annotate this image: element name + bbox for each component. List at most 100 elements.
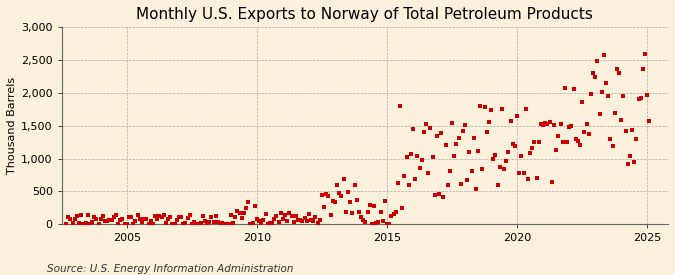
- Point: [379, 199, 390, 204]
- Point: [204, 220, 215, 224]
- Point: [612, 67, 622, 71]
- Point: [299, 216, 310, 220]
- Point: [508, 142, 518, 146]
- Point: [529, 139, 540, 144]
- Point: [227, 220, 238, 225]
- Point: [150, 214, 161, 219]
- Point: [583, 132, 594, 137]
- Point: [544, 120, 555, 124]
- Point: [243, 200, 254, 204]
- Point: [95, 217, 106, 221]
- Point: [191, 221, 202, 226]
- Point: [122, 221, 132, 226]
- Point: [273, 219, 284, 224]
- Point: [384, 222, 395, 226]
- Point: [163, 217, 173, 221]
- Point: [161, 221, 171, 226]
- Point: [336, 194, 347, 199]
- Point: [219, 222, 230, 226]
- Point: [616, 117, 626, 122]
- Point: [245, 222, 256, 226]
- Point: [603, 94, 614, 98]
- Point: [520, 106, 531, 111]
- Point: [462, 178, 472, 182]
- Point: [93, 222, 104, 226]
- Point: [308, 219, 319, 223]
- Point: [188, 220, 199, 225]
- Point: [576, 100, 587, 104]
- Point: [447, 120, 458, 125]
- Point: [533, 140, 544, 145]
- Point: [377, 219, 388, 223]
- Point: [579, 130, 590, 134]
- Point: [438, 195, 449, 200]
- Point: [516, 153, 527, 158]
- Point: [588, 71, 599, 75]
- Point: [141, 217, 152, 221]
- Point: [640, 52, 651, 56]
- Point: [558, 140, 568, 144]
- Point: [427, 155, 438, 159]
- Point: [211, 214, 221, 218]
- Point: [193, 221, 204, 226]
- Point: [238, 211, 249, 215]
- Point: [225, 213, 236, 217]
- Point: [547, 180, 558, 184]
- Point: [154, 214, 165, 219]
- Point: [241, 206, 252, 211]
- Point: [134, 217, 145, 221]
- Point: [624, 154, 635, 158]
- Point: [364, 203, 375, 208]
- Point: [293, 218, 304, 223]
- Point: [232, 209, 243, 213]
- Point: [80, 221, 91, 226]
- Point: [117, 217, 128, 221]
- Point: [414, 165, 425, 170]
- Point: [74, 221, 84, 225]
- Point: [271, 214, 282, 219]
- Point: [104, 218, 115, 222]
- Point: [373, 219, 384, 224]
- Point: [358, 218, 369, 223]
- Point: [574, 142, 585, 147]
- Point: [136, 220, 147, 225]
- Point: [431, 133, 442, 138]
- Point: [147, 222, 158, 226]
- Point: [347, 211, 358, 215]
- Point: [115, 218, 126, 222]
- Point: [538, 123, 549, 127]
- Point: [514, 170, 524, 175]
- Point: [217, 221, 227, 226]
- Point: [408, 127, 418, 131]
- Point: [279, 213, 290, 218]
- Point: [433, 192, 444, 196]
- Point: [423, 171, 433, 175]
- Point: [275, 211, 286, 215]
- Point: [236, 216, 247, 221]
- Point: [367, 222, 377, 226]
- Point: [644, 118, 655, 123]
- Point: [562, 140, 572, 145]
- Point: [458, 129, 468, 133]
- Point: [145, 219, 156, 223]
- Point: [531, 176, 542, 180]
- Point: [440, 143, 451, 147]
- Point: [78, 222, 89, 226]
- Point: [492, 182, 503, 187]
- Point: [98, 214, 109, 218]
- Point: [132, 213, 143, 217]
- Point: [180, 221, 191, 225]
- Point: [560, 86, 570, 90]
- Point: [356, 214, 367, 219]
- Point: [256, 221, 267, 226]
- Point: [470, 187, 481, 192]
- Point: [555, 122, 566, 126]
- Point: [522, 176, 533, 181]
- Point: [221, 222, 232, 226]
- Point: [490, 152, 501, 157]
- Point: [200, 219, 211, 223]
- Point: [247, 221, 258, 226]
- Point: [592, 59, 603, 64]
- Point: [269, 216, 279, 221]
- Point: [572, 139, 583, 144]
